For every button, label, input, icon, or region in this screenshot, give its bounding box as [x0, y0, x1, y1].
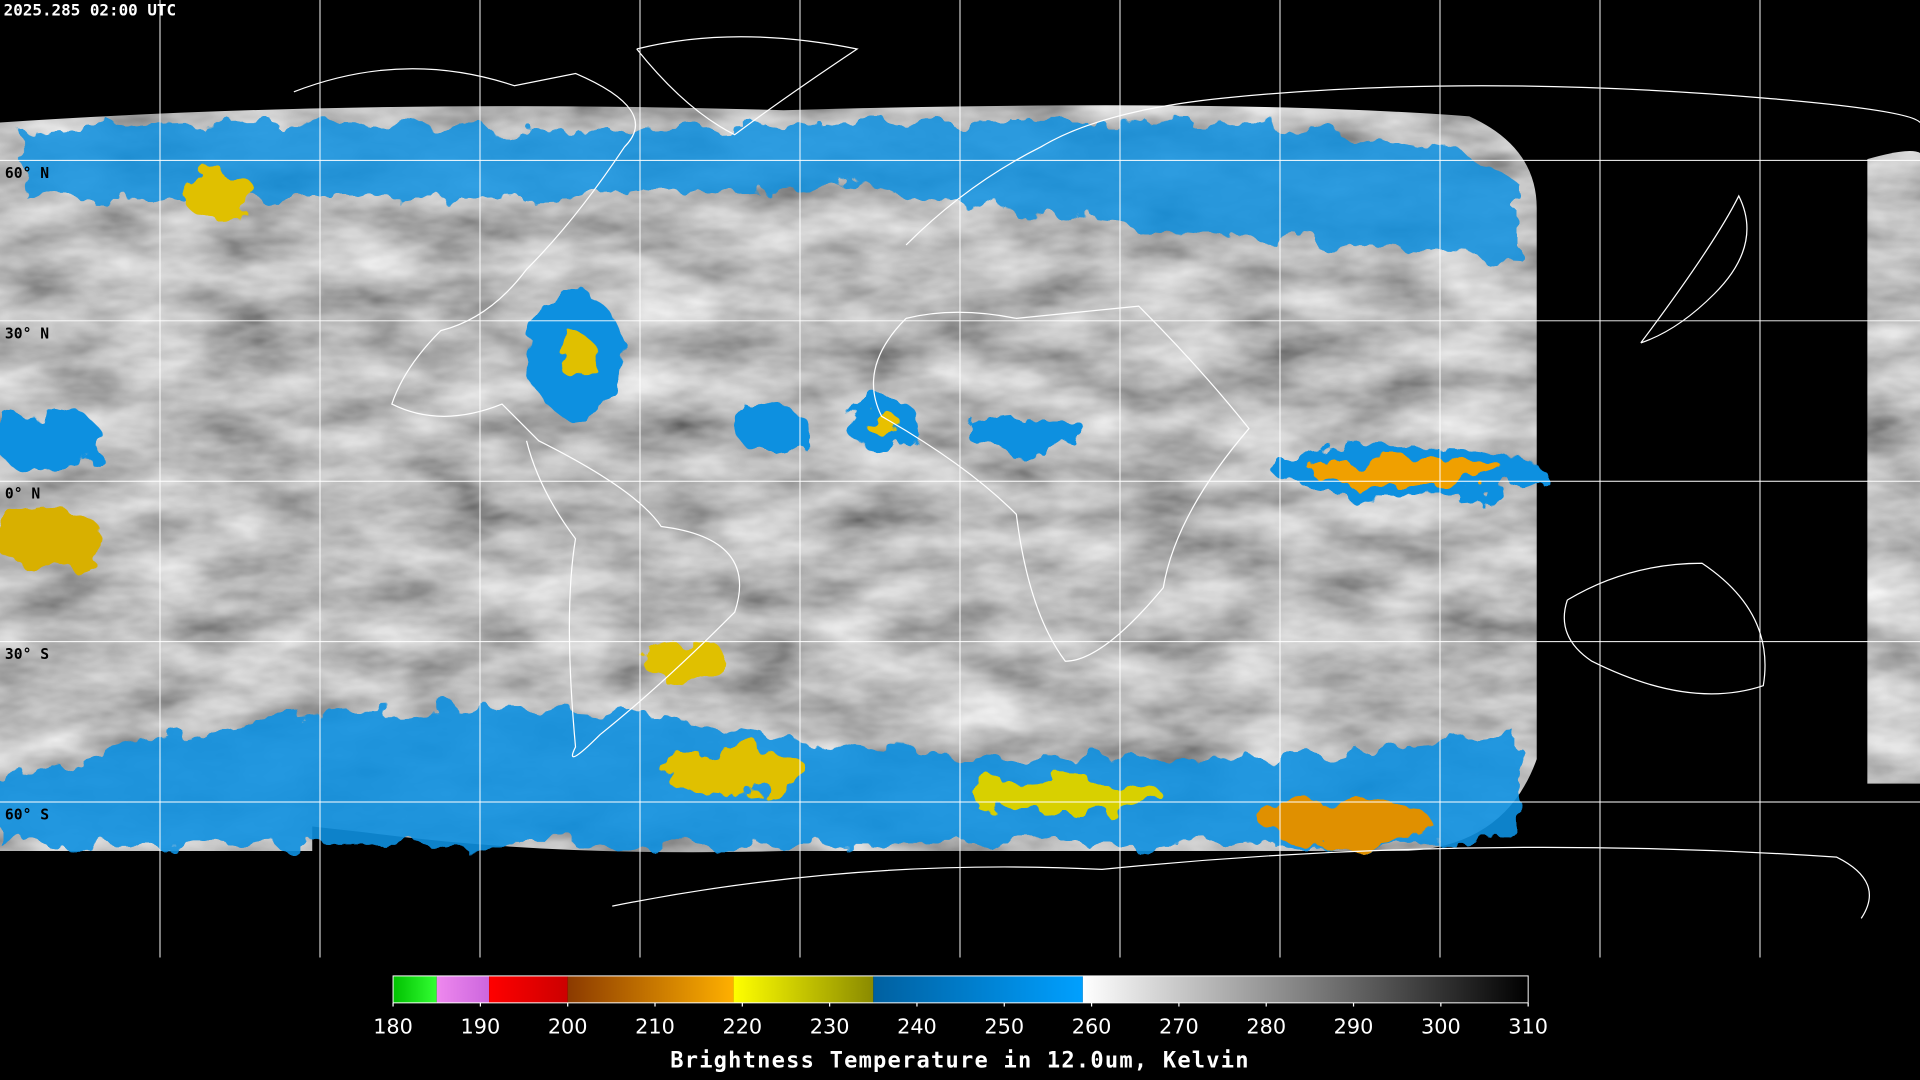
colorbar-tick-label: 280 [1246, 1014, 1286, 1038]
imagery [0, 105, 1920, 853]
colorbar-tick-label: 220 [722, 1014, 762, 1038]
colorbar-tick-label: 240 [897, 1014, 937, 1038]
lat-label: 0° N [5, 486, 40, 503]
colorbar-segment [1082, 975, 1529, 1003]
colorbar-tick-label: 180 [373, 1014, 413, 1038]
colorbar-tick-label: 190 [461, 1014, 501, 1038]
colorbar-tick-label: 300 [1421, 1014, 1461, 1038]
colorbar-tick-label: 310 [1508, 1014, 1548, 1038]
colorbar-tick-label: 250 [984, 1014, 1024, 1038]
colorbar-tick-label: 210 [635, 1014, 675, 1038]
lat-label: 60° S [5, 807, 49, 824]
colorbar-tick-label: 260 [1072, 1014, 1112, 1038]
lat-label: 30° S [5, 646, 49, 663]
colorbar-tick-label: 290 [1334, 1014, 1374, 1038]
swath [0, 105, 1537, 853]
colorbar-tick-label: 230 [810, 1014, 850, 1038]
swath-edge [1867, 151, 1920, 784]
colorbar-title: Brightness Temperature in 12.0um, Kelvin [670, 1049, 1250, 1074]
colorbar-segment [567, 975, 734, 1003]
coastlines [293, 36, 1920, 919]
colorbar-segment [489, 975, 568, 1003]
timestamp: 2025.285 02:00 UTC [4, 1, 176, 20]
colorbar-segment [733, 975, 874, 1003]
colorbar-segment [873, 975, 1083, 1003]
cold-clouds [0, 120, 1543, 845]
lat-label: 60° N [5, 165, 49, 182]
lat-label: 30° N [5, 325, 49, 342]
graticule: 60° N 30° N 0° N 30° S 60° S [0, 0, 1920, 958]
colorbar-tick-label: 270 [1159, 1014, 1199, 1038]
colorbar-segment [436, 975, 490, 1003]
colorbar-frame [392, 975, 1529, 1004]
colorbar: 180 190 200 210 220 230 240 250 260 270 280 290 300 3… [373, 975, 1548, 1038]
colorbar-tick-label: 200 [548, 1014, 588, 1038]
colorbar-segment [393, 975, 437, 1003]
